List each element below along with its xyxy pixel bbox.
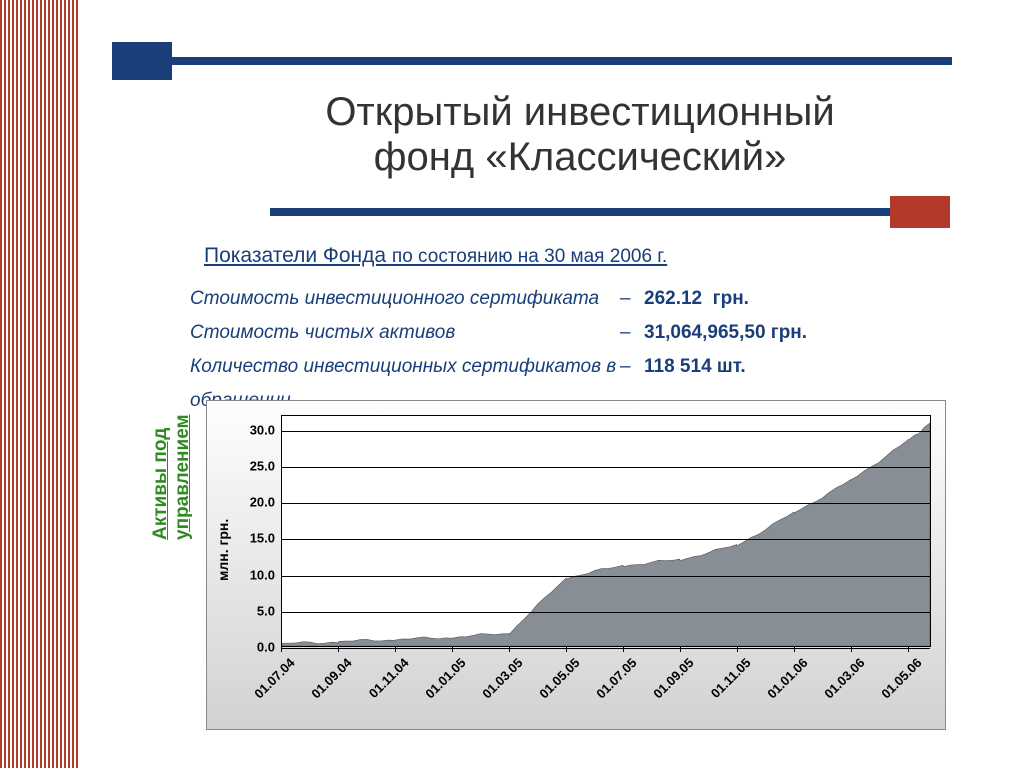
- chart-xtick-mark: [794, 647, 795, 652]
- metric-dash: –: [620, 316, 644, 350]
- chart-gridline: [282, 612, 930, 613]
- chart-xtick-mark: [452, 647, 453, 652]
- chart-xtick-mark: [338, 647, 339, 652]
- decor-stripe-left: [0, 0, 78, 768]
- side-label-line1: Активы под: [150, 428, 171, 540]
- chart-gridline: [282, 467, 930, 468]
- metric-row: Стоимость чистых активов – 31,064,965,50…: [190, 316, 940, 350]
- chart-xtick-mark: [680, 647, 681, 652]
- slide-title: Открытый инвестиционный фонд «Классическ…: [230, 90, 930, 180]
- chart-xtick-mark: [281, 647, 282, 652]
- chart-ytick-label: 15.0: [225, 531, 275, 546]
- side-label-line2: управлением: [172, 414, 193, 540]
- chart-xtick-mark: [509, 647, 510, 652]
- chart-ytick-label: 25.0: [225, 458, 275, 473]
- decor-square-right: [890, 196, 950, 228]
- subtitle-main: Показатели Фонда: [204, 244, 392, 267]
- decor-rule-mid: [270, 208, 950, 216]
- subtitle-date: по состоянию на 30 мая 2006 г.: [392, 246, 667, 267]
- chart-gridline: [282, 576, 930, 577]
- title-line-1: Открытый инвестиционный: [325, 90, 834, 134]
- chart-xtick-group: 01.07.0401.09.0401.11.0401.01.0501.03.05…: [281, 649, 931, 729]
- chart-ytick-label: 30.0: [225, 422, 275, 437]
- metrics-block: Стоимость инвестиционного сертификата – …: [190, 282, 940, 418]
- metric-dash: –: [620, 282, 644, 316]
- chart-ytick-label: 5.0: [225, 603, 275, 618]
- chart-ytick-label: 10.0: [225, 567, 275, 582]
- metric-row: Стоимость инвестиционного сертификата – …: [190, 282, 940, 316]
- metric-value: 31,064,965,50 грн.: [644, 316, 807, 350]
- metric-label: Стоимость чистых активов: [190, 316, 620, 350]
- chart-ytick-label: 0.0: [225, 640, 275, 655]
- chart-plot-area: [281, 415, 931, 647]
- chart-gridline: [282, 539, 930, 540]
- fund-subtitle: Показатели Фонда по состоянию на 30 мая …: [204, 244, 667, 268]
- chart-card: млн. грн. 01.07.0401.09.0401.11.0401.01.…: [206, 400, 946, 730]
- chart-xtick-mark: [851, 647, 852, 652]
- chart-gridline: [282, 431, 930, 432]
- chart-xtick-mark: [737, 647, 738, 652]
- decor-rule-top: [112, 57, 952, 65]
- title-line-2: фонд «Классический»: [374, 135, 787, 179]
- decor-square-top-left: [112, 42, 172, 80]
- chart-xtick-mark: [395, 647, 396, 652]
- metric-label: Стоимость инвестиционного сертификата: [190, 282, 620, 316]
- metric-value: 262.12 грн.: [644, 282, 749, 316]
- chart-gridline: [282, 503, 930, 504]
- chart-xtick-mark: [623, 647, 624, 652]
- chart-ytick-label: 20.0: [225, 495, 275, 510]
- chart-xtick-mark: [566, 647, 567, 652]
- assets-side-label: Активы под управлением: [150, 414, 194, 540]
- chart-xtick-mark: [908, 647, 909, 652]
